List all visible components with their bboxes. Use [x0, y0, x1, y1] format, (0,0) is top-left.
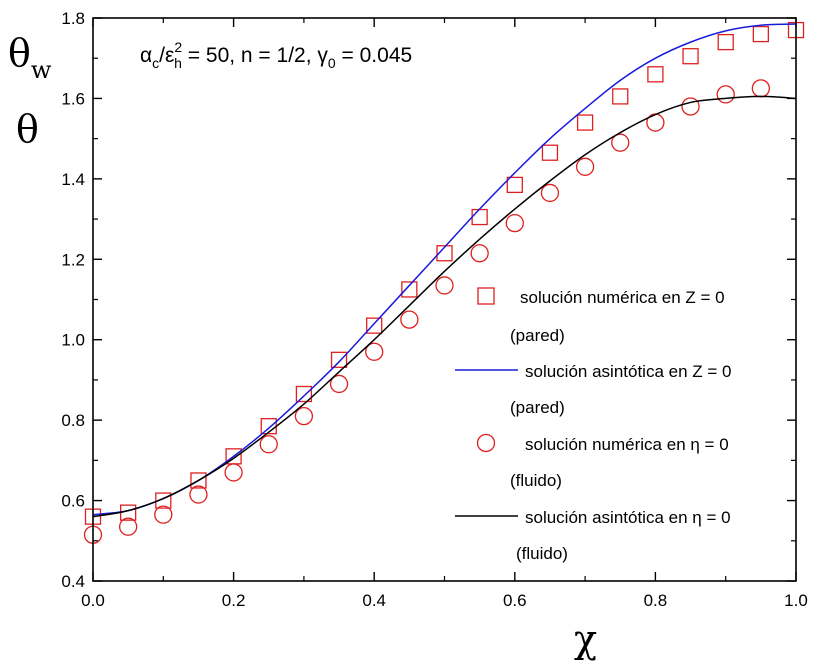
square-marker-point: [401, 281, 418, 298]
y-tick-label: 0.6: [61, 492, 85, 511]
parameter-annotation: αc/ε2 h = 50, n = 1/2, γ0 = 0.045: [140, 39, 412, 71]
y-tick-label: 1.4: [61, 170, 85, 189]
square-marker-point: [436, 245, 453, 262]
y-tick-label: 1.0: [61, 331, 85, 350]
circle-marker-point: [470, 244, 489, 263]
y-tick-label: 1.2: [61, 250, 85, 269]
circle-marker-point: [611, 133, 630, 152]
circle-marker-point: [224, 463, 243, 482]
x-tick-label: 0.8: [644, 591, 668, 610]
x-tick-label: 0.4: [362, 591, 386, 610]
square-marker-point: [295, 385, 313, 403]
legend: solución numérica en Z = 0 (pared) soluc…: [455, 287, 731, 563]
y-tick-label: 1.8: [61, 9, 85, 28]
tick-labels: 0.0 0.2 0.4 0.6 0.8 1.0 0.4 0.6 0.8 1.0 1.2 1.4 1.6 1…: [61, 9, 807, 610]
circle-marker-point: [118, 517, 138, 536]
legend-label-0-line2: (pared): [510, 326, 565, 345]
square-marker-point: [717, 33, 734, 51]
square-marker-point: [471, 208, 488, 226]
series-layer: [83, 21, 805, 544]
circle-marker-point: [575, 157, 595, 176]
circle-marker-point: [329, 374, 349, 394]
legend-marker-square: [477, 287, 495, 305]
square-marker-point: [330, 351, 348, 368]
ylabel-bottom: θ: [16, 107, 39, 151]
legend-marker-circle: [476, 433, 496, 453]
circle-marker-point: [435, 276, 454, 295]
plot-frame: [92, 17, 797, 582]
circle-marker-point: [716, 85, 735, 104]
circle-marker-point: [681, 97, 700, 116]
legend-label-3-line2: (fluido): [516, 544, 568, 563]
square-marker-point: [506, 176, 523, 194]
square-marker-point: [576, 114, 594, 131]
series-line-3: [92, 95, 797, 518]
legend-label-2-line2: (fluido): [510, 471, 562, 490]
square-marker-point: [541, 144, 559, 161]
ylabel-top: θw: [8, 31, 52, 84]
circle-marker-point: [365, 342, 384, 361]
y-tick-label: 0.8: [61, 411, 85, 430]
circle-marker-point: [154, 505, 173, 524]
x-tick-label: 0.6: [503, 591, 527, 610]
x-tick-label: 0.2: [222, 591, 246, 610]
circle-marker-point: [751, 79, 770, 98]
circle-marker-point: [540, 183, 560, 203]
square-marker-point: [612, 88, 629, 105]
circle-marker-point: [259, 435, 278, 454]
x-tick-label: 0.0: [81, 591, 105, 610]
y-tick-label: 0.4: [61, 572, 85, 591]
circle-marker-point: [505, 213, 524, 233]
y-tick-label: 1.6: [61, 89, 85, 108]
legend-label-1-line2: (pared): [510, 398, 565, 417]
x-tick-label: 1.0: [784, 591, 808, 610]
circle-marker-point: [400, 310, 419, 329]
circle-marker-point: [189, 485, 208, 504]
legend-label-2: solución numérica en η = 0: [525, 435, 729, 454]
legend-label-0: solución numérica en Z = 0: [520, 288, 725, 307]
legend-label-1: solución asintótica en Z = 0: [525, 362, 731, 381]
square-marker-point: [752, 25, 769, 43]
square-marker-point: [682, 48, 699, 65]
square-marker-point: [155, 492, 172, 509]
square-marker-point: [190, 472, 207, 489]
legend-label-3: solución asintótica en η = 0: [525, 508, 731, 527]
xlabel: χ: [574, 617, 597, 661]
square-marker-point: [366, 317, 383, 334]
square-marker-point: [647, 66, 664, 83]
circle-marker-point: [294, 406, 314, 426]
